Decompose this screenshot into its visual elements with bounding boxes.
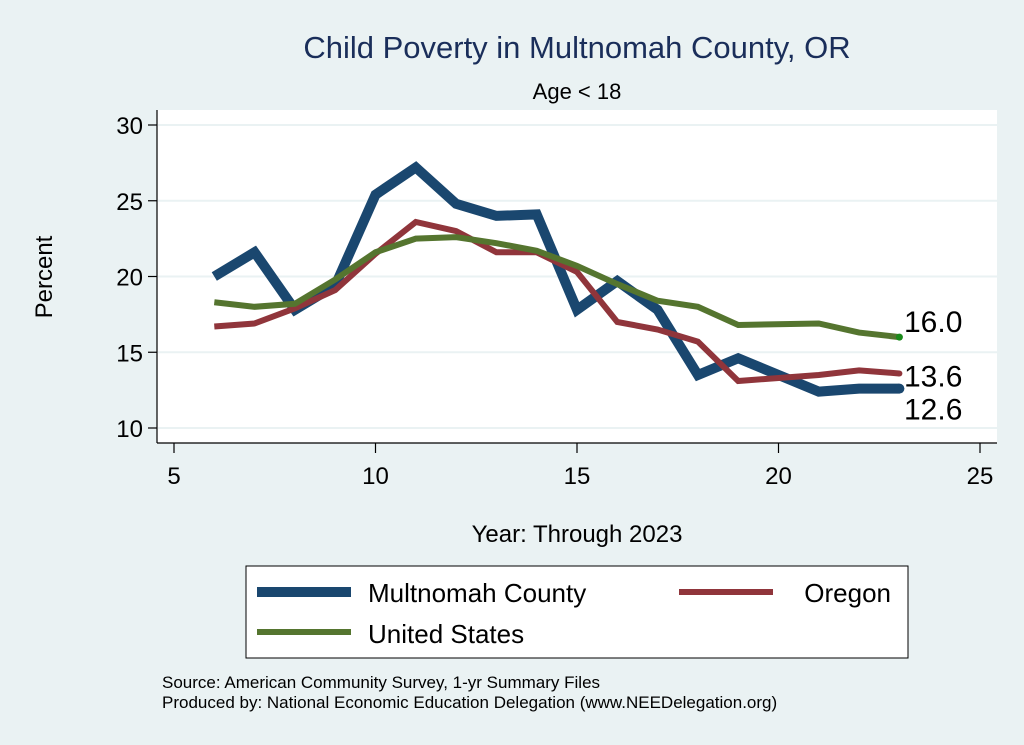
- x-axis-title: Year: Through 2023: [472, 521, 683, 548]
- end-label-united-states: 16.0: [904, 306, 962, 339]
- x-tick-label: 10: [362, 463, 389, 490]
- source-note: Source: American Community Survey, 1-yr …: [162, 673, 600, 692]
- x-axis-ticks: 5 10 15 20 25: [167, 443, 993, 490]
- y-tick-label: 20: [116, 265, 143, 292]
- legend: Multnomah County Oregon United States: [245, 565, 909, 659]
- legend-label-united-states: United States: [368, 619, 524, 649]
- series-end-marker: [894, 383, 905, 394]
- chart-title: Child Poverty in Multnomah County, OR: [303, 30, 850, 65]
- x-tick-label: 15: [564, 463, 591, 490]
- legend-label-oregon: Oregon: [804, 578, 891, 608]
- chart-subtitle: Age < 18: [533, 79, 622, 104]
- y-tick-label: 15: [116, 340, 143, 367]
- produced-by-note: Produced by: National Economic Education…: [162, 693, 777, 712]
- y-axis-title: Percent: [31, 235, 58, 318]
- x-tick-label: 20: [765, 463, 792, 490]
- x-tick-label: 5: [167, 463, 180, 490]
- series-end-marker: [896, 370, 903, 377]
- y-axis-ticks: 10 15 20 25 30: [116, 113, 157, 443]
- series-lines: [211, 161, 905, 397]
- x-tick-label: 25: [967, 463, 994, 490]
- legend-label-multnomah: Multnomah County: [368, 578, 586, 608]
- end-labels: 12.613.6 16.0: [904, 306, 962, 427]
- end-label-multnomah-county: 12.6: [904, 394, 962, 427]
- series-end-marker: [895, 333, 903, 341]
- y-tick-label: 30: [116, 113, 143, 140]
- legend-box: [245, 565, 909, 659]
- end-label-oregon: 13.6: [904, 360, 962, 393]
- y-tick-label: 10: [116, 416, 143, 443]
- y-tick-label: 25: [116, 189, 143, 216]
